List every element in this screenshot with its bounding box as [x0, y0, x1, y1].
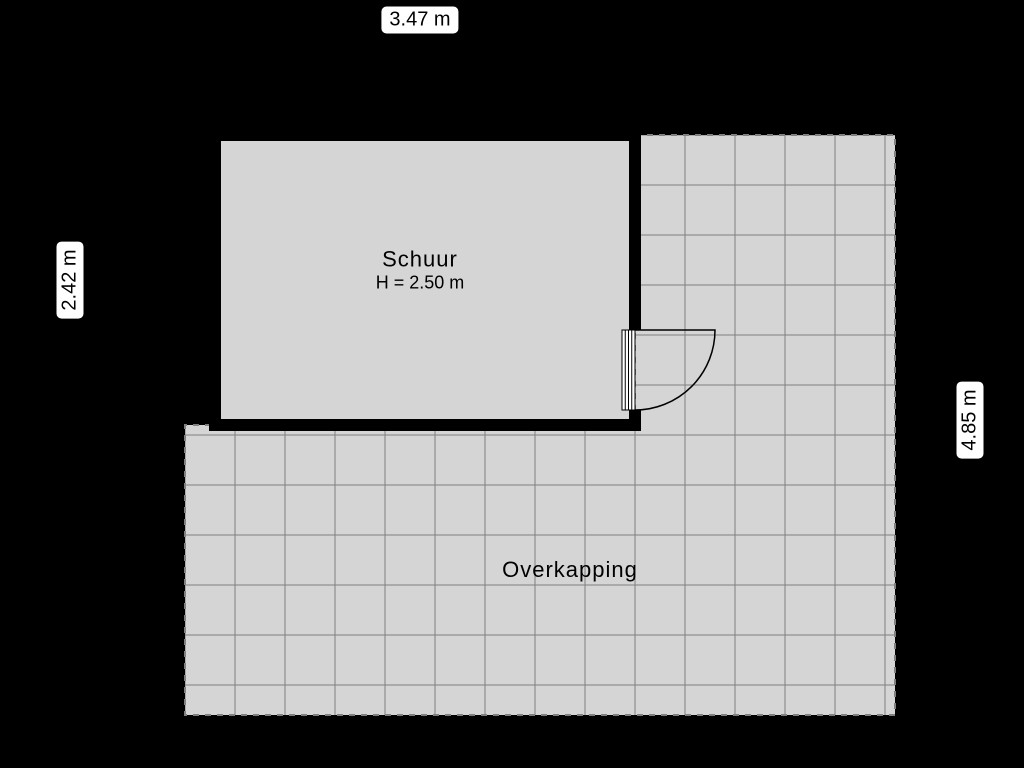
dimension-top: 3.47 m [380, 6, 459, 35]
schuur-name: Schuur [376, 247, 465, 273]
overkapping-label: Overkapping [502, 557, 638, 583]
overkapping-name: Overkapping [502, 557, 638, 583]
floorplan-svg [0, 0, 1024, 768]
dimension-right: 4.85 m [956, 380, 985, 459]
floorplan-canvas: 3.47 m 2.42 m 4.85 m Schuur H = 2.50 m O… [0, 0, 1024, 768]
schuur-label: Schuur H = 2.50 m [376, 247, 465, 294]
schuur-height: H = 2.50 m [376, 273, 465, 294]
dimension-left: 2.42 m [56, 240, 85, 319]
